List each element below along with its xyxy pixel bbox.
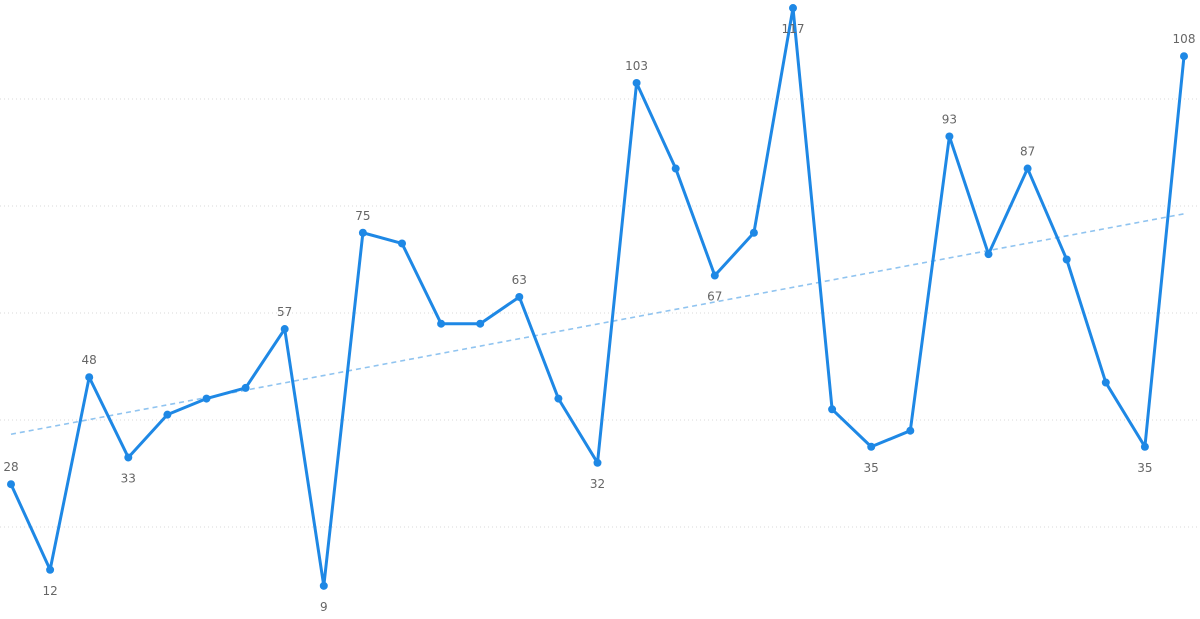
data-label: 75: [355, 209, 370, 223]
data-point: [1023, 164, 1032, 173]
data-label: 103: [625, 59, 648, 73]
data-point: [945, 132, 954, 141]
data-point: [789, 4, 797, 13]
data-point: [124, 453, 133, 462]
data-point: [7, 480, 15, 489]
data-label: 35: [1137, 461, 1152, 475]
data-point: [632, 78, 641, 87]
data-label: 57: [277, 305, 292, 319]
data-point: [906, 426, 915, 435]
data-label: 35: [864, 461, 879, 475]
gridlines: [0, 98, 1200, 528]
data-point: [241, 383, 250, 392]
data-point: [1062, 255, 1071, 264]
data-point: [476, 319, 485, 328]
data-label: 67: [707, 290, 722, 304]
data-point: [437, 319, 446, 328]
data-point: [749, 228, 758, 237]
data-point: [710, 271, 719, 280]
data-point: [1101, 378, 1110, 387]
trendline-group: [10, 213, 1185, 436]
data-point: [163, 410, 172, 419]
trendline: [10, 213, 1185, 436]
data-point: [593, 458, 602, 467]
data-label: 87: [1020, 145, 1035, 159]
data-label: 63: [512, 273, 527, 287]
data-label: 93: [942, 112, 957, 126]
data-point: [984, 250, 993, 259]
data-point: [828, 405, 837, 414]
data-point: [358, 228, 367, 237]
data-label: 33: [121, 471, 136, 485]
data-point: [1180, 52, 1188, 61]
data-point: [280, 325, 289, 334]
data-point: [867, 442, 876, 451]
data-label: 108: [1173, 32, 1196, 46]
data-label: 9: [320, 600, 328, 614]
data-point: [85, 373, 94, 382]
data-label: 48: [82, 353, 97, 367]
series-group: [7, 4, 1188, 590]
data-label: 12: [42, 584, 57, 598]
data-point: [398, 239, 406, 248]
data-label: 32: [590, 477, 605, 491]
series-line: [9, 6, 1186, 588]
data-point: [1140, 442, 1149, 451]
data-labels: 28 12 48 33 57 9 75 63 32 103 67 117 35 93 87 35 108: [3, 22, 1195, 614]
data-point: [319, 581, 328, 590]
data-label: 28: [3, 460, 18, 474]
data-point: [202, 394, 211, 403]
data-point: [671, 164, 680, 173]
data-point: [554, 394, 563, 403]
data-label: 117: [782, 22, 805, 36]
data-point: [46, 565, 55, 574]
data-point: [515, 292, 524, 301]
